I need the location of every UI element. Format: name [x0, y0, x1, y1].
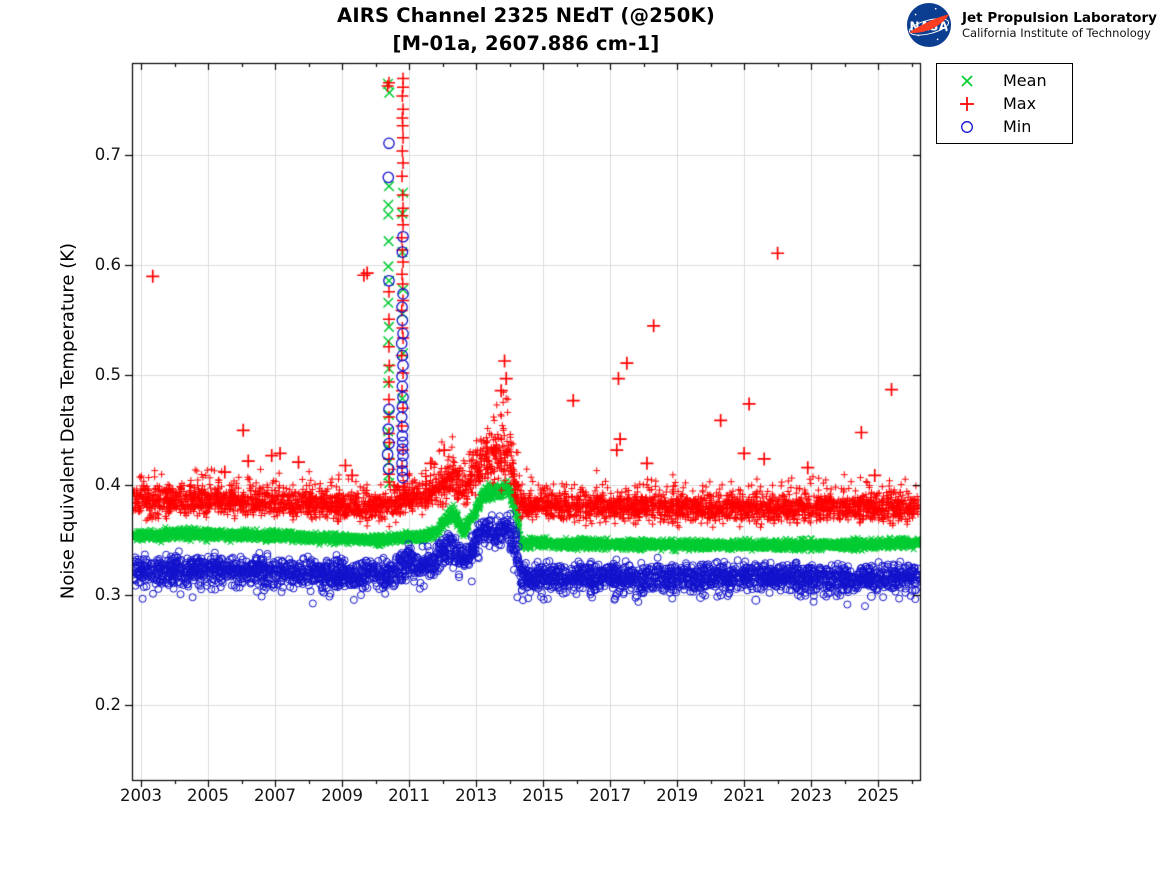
max-marker-icon: [957, 95, 977, 113]
x-tick-label: 2007: [254, 786, 297, 805]
x-tick-label: 2017: [589, 786, 632, 805]
legend-item-min: Min: [937, 116, 1072, 138]
legend-label: Min: [1003, 116, 1032, 136]
x-tick-label: 2009: [321, 786, 364, 805]
min-marker-icon: [957, 118, 977, 136]
jpl-caltech: California Institute of Technology: [962, 26, 1151, 40]
x-tick-label: 2021: [723, 786, 766, 805]
y-axis-title: Noise Equivalent Delta Temperature (K): [57, 242, 79, 600]
x-tick-label: 2013: [455, 786, 498, 805]
nasa-logo-icon: NASA: [906, 2, 952, 48]
x-tick-label: 2015: [522, 786, 565, 805]
y-tick-label: 0.4: [94, 475, 121, 495]
legend-item-max: Max: [937, 93, 1072, 115]
x-tick-label: 2025: [857, 786, 900, 805]
jpl-logo-block: NASA Jet Propulsion Laboratory Californi…: [906, 2, 1157, 48]
legend-label: Mean: [1003, 70, 1047, 90]
chart-title: AIRS Channel 2325 NEdT (@250K): [337, 4, 715, 27]
chart-subtitle: [M-01a, 2607.886 cm-1]: [392, 32, 660, 55]
x-tick-label: 2003: [120, 786, 163, 805]
x-tick-label: 2023: [790, 786, 833, 805]
x-tick-label: 2005: [187, 786, 230, 805]
y-tick-label: 0.3: [94, 585, 121, 605]
x-tick-label: 2011: [388, 786, 431, 805]
legend-label: Max: [1003, 93, 1037, 113]
legend-item-mean: Mean: [937, 70, 1072, 92]
y-tick-label: 0.5: [94, 365, 121, 385]
y-tick-label: 0.7: [94, 145, 121, 165]
jpl-text-block: Jet Propulsion Laboratory California Ins…: [962, 10, 1157, 40]
x-tick-label: 2019: [656, 786, 699, 805]
y-tick-label: 0.6: [94, 255, 121, 275]
y-tick-label: 0.2: [94, 695, 121, 715]
title-block: AIRS Channel 2325 NEdT (@250K) [M-01a, 2…: [132, 2, 920, 58]
mean-marker-icon: [957, 72, 977, 90]
jpl-name: Jet Propulsion Laboratory: [962, 10, 1157, 26]
legend-box: Mean Max Min: [936, 63, 1073, 144]
